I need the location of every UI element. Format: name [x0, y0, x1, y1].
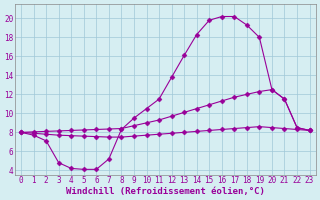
X-axis label: Windchill (Refroidissement éolien,°C): Windchill (Refroidissement éolien,°C)	[66, 187, 265, 196]
